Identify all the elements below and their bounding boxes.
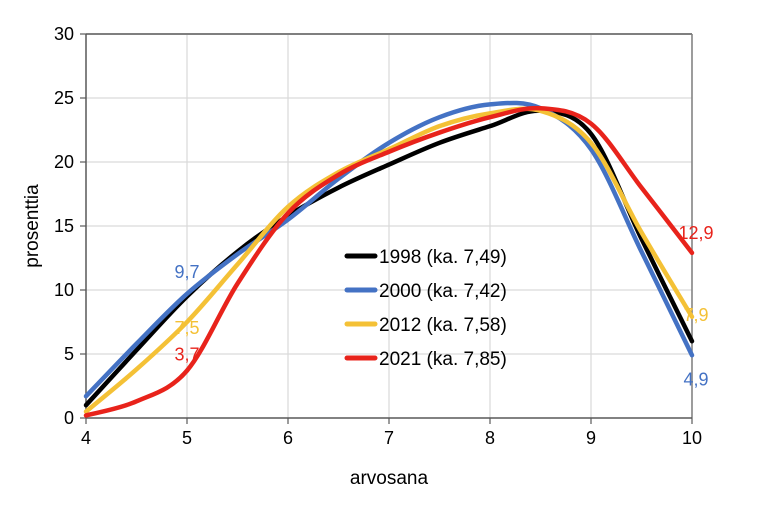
y-tick-label: 0 — [64, 408, 74, 428]
x-tick-label: 9 — [586, 428, 596, 448]
data-label: 9,7 — [174, 262, 199, 282]
data-labels: 9,7 7,5 3,7 12,9 7,9 4,9 — [174, 223, 713, 389]
series-line-2000 — [83, 100, 695, 399]
series-line-2012 — [83, 106, 695, 414]
series-line-2021 — [83, 105, 695, 418]
legend-entry: 2012 (ka. 7,58) — [379, 315, 507, 336]
legend: 1998 (ka. 7,49) 2000 (ka. 7,42) 2012 (ka. … — [344, 247, 507, 370]
x-tick-label: 4 — [81, 428, 91, 448]
x-tick-label: 5 — [182, 428, 192, 448]
y-axis-label: prosenttia — [22, 184, 43, 268]
y-tick-label: 25 — [54, 88, 74, 108]
data-label: 3,7 — [174, 345, 199, 365]
x-tick-label: 6 — [283, 428, 293, 448]
axes: 4 5 6 7 8 9 10 0 5 10 15 20 25 30 — [54, 24, 702, 448]
y-tick-label: 5 — [64, 344, 74, 364]
legend-entry: 1998 (ka. 7,49) — [379, 247, 507, 268]
x-tick-label: 10 — [682, 428, 702, 448]
data-label: 7,5 — [174, 318, 199, 338]
data-label: 7,9 — [683, 305, 708, 325]
y-tick-label: 15 — [54, 216, 74, 236]
y-tick-label: 30 — [54, 24, 74, 44]
y-tick-label: 10 — [54, 280, 74, 300]
legend-entry: 2000 (ka. 7,42) — [379, 281, 507, 302]
y-tick-label: 20 — [54, 152, 74, 172]
data-label: 12,9 — [678, 223, 713, 243]
data-label: 4,9 — [683, 369, 708, 389]
x-axis-label: arvosana — [350, 468, 429, 489]
legend-entry: 2021 (ka. 7,85) — [379, 349, 507, 370]
x-tick-label: 8 — [485, 428, 495, 448]
x-tick-label: 7 — [384, 428, 394, 448]
series-lines — [83, 100, 695, 418]
